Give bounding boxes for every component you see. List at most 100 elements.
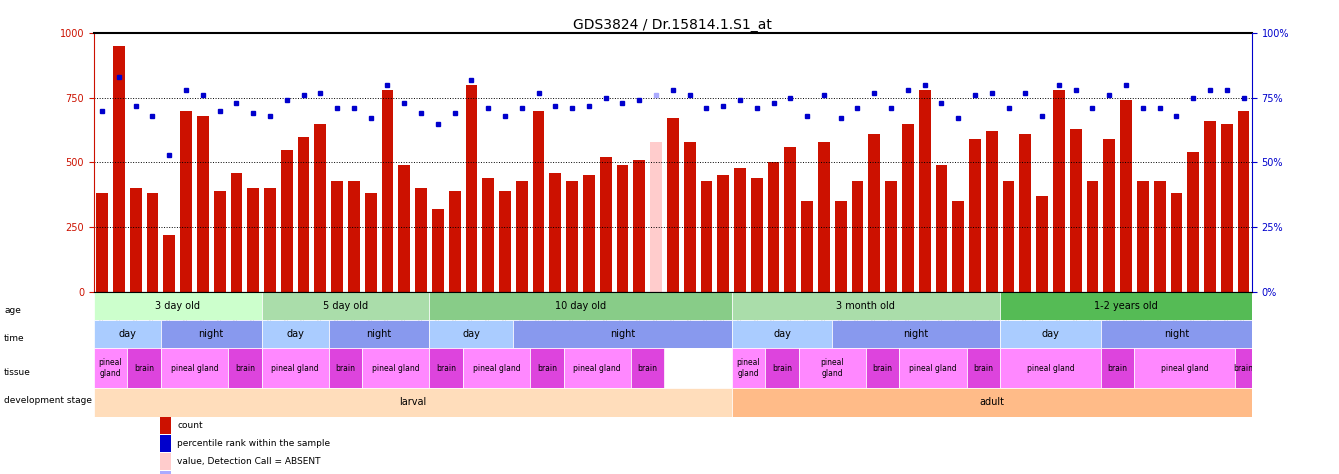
Bar: [127, 348, 161, 389]
Text: pineal gland: pineal gland: [573, 364, 621, 373]
Text: time: time: [4, 335, 24, 343]
Bar: [430, 348, 463, 389]
Bar: [1204, 121, 1216, 292]
Bar: [430, 292, 731, 320]
Bar: [230, 173, 242, 292]
Bar: [159, 417, 171, 434]
Text: brain: brain: [134, 364, 154, 373]
Text: age: age: [4, 306, 21, 315]
Bar: [297, 137, 309, 292]
Bar: [159, 453, 171, 470]
Bar: [1000, 320, 1101, 348]
Text: pineal gland: pineal gland: [473, 364, 521, 373]
Bar: [96, 193, 108, 292]
Bar: [600, 157, 612, 292]
Bar: [902, 124, 913, 292]
Bar: [617, 165, 628, 292]
Bar: [482, 178, 494, 292]
Text: 3 month old: 3 month old: [837, 301, 896, 311]
Text: pineal gland: pineal gland: [909, 364, 957, 373]
Text: 10 day old: 10 day old: [554, 301, 607, 311]
Bar: [161, 348, 228, 389]
Bar: [449, 191, 461, 292]
Text: brain: brain: [234, 364, 254, 373]
Text: count: count: [177, 420, 202, 429]
Text: brain: brain: [637, 364, 657, 373]
Bar: [833, 320, 1000, 348]
Text: day: day: [118, 329, 137, 339]
Bar: [329, 348, 363, 389]
Bar: [731, 389, 1252, 417]
Bar: [130, 188, 142, 292]
Text: pineal
gland: pineal gland: [821, 358, 844, 378]
Bar: [751, 178, 763, 292]
Bar: [731, 320, 833, 348]
Bar: [94, 348, 127, 389]
Text: brain: brain: [336, 364, 356, 373]
Bar: [146, 193, 158, 292]
Text: brain: brain: [973, 364, 994, 373]
Bar: [866, 348, 900, 389]
Text: larval: larval: [399, 398, 426, 408]
Text: pineal gland: pineal gland: [1161, 364, 1209, 373]
Bar: [1121, 100, 1131, 292]
Bar: [1019, 134, 1031, 292]
Bar: [181, 111, 191, 292]
Bar: [432, 209, 443, 292]
Text: pineal
gland: pineal gland: [99, 358, 122, 378]
Bar: [399, 165, 410, 292]
Bar: [1170, 193, 1182, 292]
Bar: [533, 111, 545, 292]
Bar: [852, 181, 864, 292]
Bar: [264, 188, 276, 292]
Bar: [1087, 181, 1098, 292]
Text: 1-2 years old: 1-2 years old: [1094, 301, 1158, 311]
Bar: [466, 85, 477, 292]
Bar: [801, 201, 813, 292]
Bar: [667, 118, 679, 292]
Bar: [1188, 152, 1200, 292]
Text: adult: adult: [979, 398, 1004, 408]
Bar: [94, 389, 731, 417]
Bar: [1101, 320, 1252, 348]
Text: brain: brain: [773, 364, 791, 373]
Bar: [331, 181, 343, 292]
Bar: [163, 235, 175, 292]
Bar: [633, 160, 645, 292]
Bar: [936, 165, 947, 292]
Bar: [1103, 139, 1115, 292]
Bar: [261, 348, 329, 389]
Bar: [651, 142, 661, 292]
Text: night: night: [609, 329, 635, 339]
Bar: [1137, 181, 1149, 292]
Text: pineal
gland: pineal gland: [736, 358, 761, 378]
Bar: [364, 193, 376, 292]
Text: percentile rank within the sample: percentile rank within the sample: [177, 439, 331, 448]
Bar: [1235, 348, 1252, 389]
Bar: [261, 320, 329, 348]
Text: 3 day old: 3 day old: [155, 301, 200, 311]
Bar: [900, 348, 967, 389]
Bar: [700, 181, 712, 292]
Text: brain: brain: [873, 364, 893, 373]
Bar: [1036, 196, 1048, 292]
Bar: [382, 90, 394, 292]
Bar: [1003, 181, 1015, 292]
Bar: [967, 348, 1000, 389]
Bar: [834, 201, 846, 292]
Text: night: night: [1164, 329, 1189, 339]
Text: development stage: development stage: [4, 396, 92, 405]
Bar: [94, 292, 261, 320]
Text: day: day: [773, 329, 791, 339]
Bar: [161, 320, 261, 348]
Bar: [513, 320, 731, 348]
Bar: [463, 348, 530, 389]
Bar: [499, 191, 511, 292]
Bar: [785, 147, 797, 292]
Text: night: night: [367, 329, 392, 339]
Bar: [348, 181, 360, 292]
Bar: [329, 320, 430, 348]
Bar: [530, 348, 564, 389]
Bar: [765, 348, 799, 389]
Text: day: day: [462, 329, 481, 339]
